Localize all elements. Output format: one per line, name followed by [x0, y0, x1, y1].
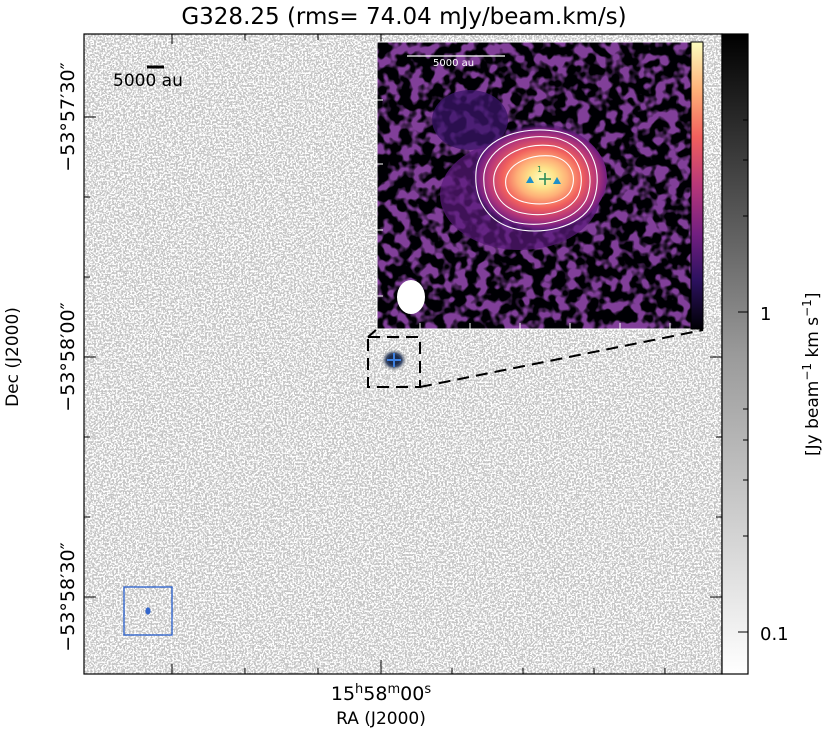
zoom-box	[367, 329, 704, 388]
colorbar: 1 0.1 [Jy beam−1 km s−1]	[721, 33, 823, 675]
inset-colorbar	[691, 42, 703, 329]
y-axis: −53°57′30″ −53°58′00″ −53°58′30″ Dec (J2…	[3, 62, 79, 651]
inset-colorbar-tick-1: 1	[709, 145, 715, 156]
inset-source-id: 1	[537, 165, 542, 174]
axis-ticks	[84, 34, 722, 674]
inset-source	[463, 123, 607, 233]
triangle-marker-icon	[526, 176, 534, 183]
colorbar-label: [Jy beam−1 km s−1]	[800, 293, 823, 456]
inset-contours	[475, 129, 598, 232]
inset-beam-ellipse	[397, 280, 425, 314]
y-tick-label-2: −53°58′00″	[57, 302, 79, 411]
triangle-marker-icon	[553, 177, 561, 184]
y-tick-label-1: −53°57′30″	[57, 62, 79, 171]
inset-colorbar-tick-0.1: 0.1	[706, 308, 722, 319]
beam-box	[123, 586, 173, 636]
inset-panel: 1 5000 au 1 0.1	[376, 41, 722, 330]
x-axis-label: RA (J2000)	[336, 709, 426, 729]
colorbar-tick-1: 1	[760, 304, 771, 325]
x-axis: 15h58m00s RA (J2000)	[331, 682, 431, 729]
source-blob	[381, 349, 407, 371]
scale-bar: 5000 au	[113, 65, 183, 91]
colorbar-tick-0.1: 0.1	[760, 624, 789, 645]
y-axis-label: Dec (J2000)	[3, 307, 23, 407]
x-tick-label: 15h58m00s	[331, 682, 431, 705]
y-tick-label-3: −53°58′30″	[57, 542, 79, 651]
scale-bar-label: 5000 au	[113, 71, 183, 91]
inset-scale-bar-label: 5000 au	[433, 58, 474, 69]
figure-title: G328.25 (rms= 74.04 mJy/beam.km/s)	[181, 4, 626, 30]
inset-markers: 1	[526, 165, 561, 185]
